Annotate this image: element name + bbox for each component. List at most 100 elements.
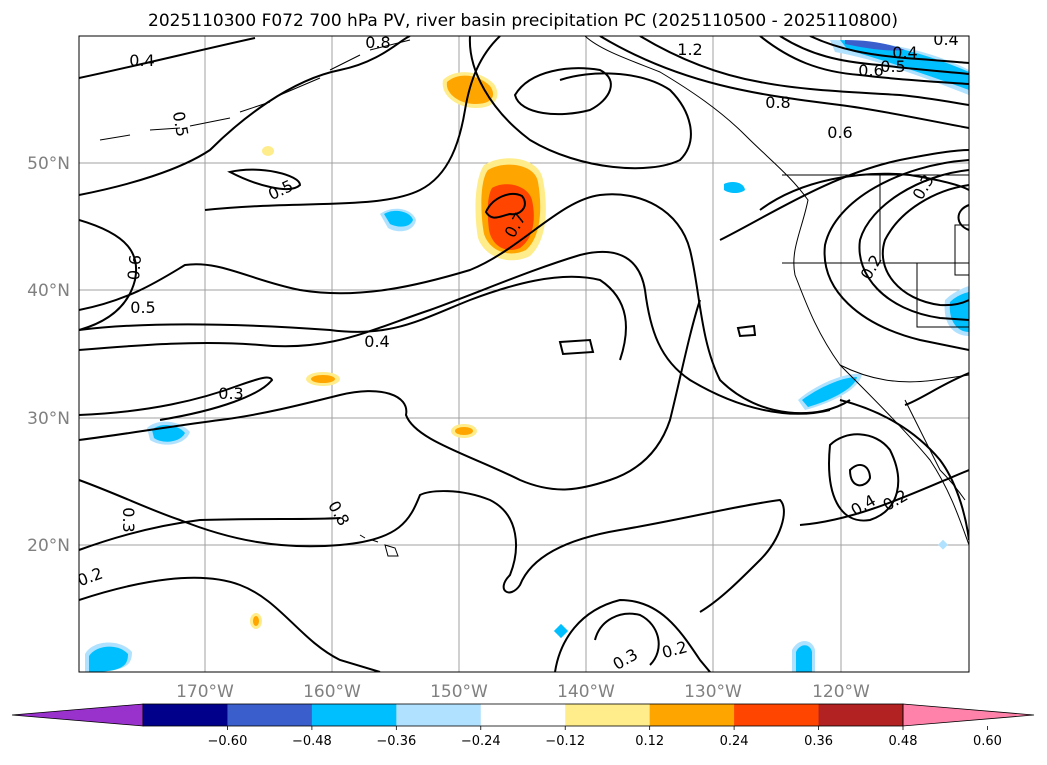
map-title: 2025110300 F072 700 hPa PV, river basin … [148, 11, 898, 31]
contour-o [881, 184, 969, 307]
positive-spot-b-core [455, 427, 473, 435]
contour-ag [558, 338, 595, 356]
contour-s [79, 193, 851, 415]
colorbar-tick-label: −0.12 [545, 734, 585, 749]
colorbar-tick-label: 0.48 [889, 734, 918, 749]
lat-label-30n: 30°N [27, 409, 70, 429]
negative-spot-h [553, 623, 569, 639]
colorbar-tick-label: 0.24 [720, 734, 749, 749]
negative-spot-f [89, 646, 128, 672]
contour-v [79, 376, 274, 421]
lat-label-40n: 40°N [27, 281, 70, 301]
contour-label-7: 0.6 [827, 123, 852, 142]
map-frame [78, 35, 970, 673]
positive-spot-d [262, 146, 274, 156]
contour-b [79, 36, 411, 196]
lon-label-130w: 130°W [684, 682, 742, 702]
lon-label-150w: 150°W [430, 682, 488, 702]
contour-u [79, 275, 627, 361]
colorbar-segment [311, 704, 397, 726]
colorbar-tick-label: 0.36 [804, 734, 833, 749]
lat-label-50n: 50°N [27, 154, 70, 174]
longitude-labels: 170°W 160°W 150°W 140°W 130°W 120°W [176, 682, 870, 702]
gridlines [79, 36, 969, 672]
contour-label-10: 0.6 [858, 61, 883, 80]
contour-j [759, 36, 969, 85]
contour-n [759, 172, 969, 211]
colorbar-extend-low [11, 703, 144, 727]
contour-i [639, 36, 969, 106]
contour-p [858, 169, 969, 321]
colorbar-segment [396, 704, 482, 726]
contour-r [957, 204, 969, 231]
positive-spot-a-core [311, 375, 335, 383]
colorbar-segment [227, 704, 313, 726]
contour-ab [594, 612, 660, 666]
map-area: 0.4 0.8 1.2 0.4 0.5 0.8 0.6 0.4 0.5 0.6 … [79, 30, 969, 672]
colorbar-segment [649, 704, 735, 726]
contour-label-8: 0.4 [933, 30, 958, 49]
contour-x [79, 479, 785, 613]
lon-label-160w: 160°W [303, 682, 361, 702]
lon-label-170w: 170°W [176, 682, 234, 702]
contour-d [79, 219, 138, 331]
negative-spot-b [724, 182, 745, 193]
positive-spot-c-core [253, 616, 259, 626]
contour-ac [828, 433, 900, 522]
contour-ai [484, 193, 526, 219]
positive-anomaly-core [487, 184, 534, 250]
aleutian-islands [99, 39, 411, 141]
contour-z [79, 576, 381, 672]
contour-label-3: 1.2 [677, 40, 702, 59]
contour-label-4: 0.4 [892, 43, 917, 62]
contour-label-14: 0.5 [130, 298, 155, 317]
colorbar-tick-label: −0.24 [461, 734, 501, 749]
negative-spot-c [802, 377, 857, 407]
negative-spot-a [384, 210, 413, 227]
contour-h [599, 36, 969, 129]
contour-label-22: 0.2 [879, 486, 911, 515]
contour-f [468, 36, 692, 170]
colorbar-tick-label: −0.36 [376, 734, 416, 749]
colorbar-segment [734, 704, 820, 726]
colorbar-segment [818, 704, 904, 726]
negative-spot-i [938, 539, 948, 550]
colorbar-tick-label: −0.48 [292, 734, 332, 749]
contour-label-19: 0.3 [119, 507, 138, 532]
contour-y [79, 517, 341, 551]
colorbar-tick-label: 0.12 [635, 734, 664, 749]
colorbar: −0.60 −0.48 −0.36 −0.24 −0.12 0.12 0.24 0.36 0.4… [11, 703, 1035, 749]
contour-label-6: 0.8 [765, 93, 790, 112]
colorbar-segment [480, 704, 566, 726]
contour-ad [848, 463, 872, 487]
baja-california [904, 399, 966, 501]
contour-label-13: 0.6 [124, 254, 145, 281]
contour-label-16: 0.3 [218, 384, 243, 403]
contour-aa [554, 598, 711, 672]
colorbar-segment [143, 704, 228, 726]
pv-contours [79, 36, 969, 672]
negative-anomaly-ne [840, 40, 969, 90]
us-mexico-border [839, 364, 969, 383]
colorbar-tick-label: 0.60 [973, 734, 1002, 749]
contour-label-2: 0.8 [365, 33, 390, 52]
contour-c [227, 168, 302, 190]
north-america-coast [584, 36, 969, 546]
contour-label-5: 0.5 [880, 57, 905, 76]
contour-label-15: 0.4 [364, 332, 389, 351]
colorbar-segment [565, 704, 651, 726]
contour-e [204, 36, 501, 211]
contour-l [809, 36, 969, 64]
state-borders [782, 174, 969, 328]
contour-label-1: 0.4 [129, 51, 154, 70]
contour-aj [904, 372, 969, 406]
contour-w [79, 299, 701, 491]
colorbar-tick-label: −0.60 [208, 734, 248, 749]
lon-label-140w: 140°W [557, 682, 615, 702]
contour-label-9: 0.5 [169, 110, 192, 138]
contour-g [513, 67, 612, 116]
colorbar-frame [142, 703, 904, 727]
contour-af [799, 469, 969, 526]
contour-label-12: 0.5 [265, 176, 296, 204]
contour-label-25: 0.2 [660, 637, 690, 662]
